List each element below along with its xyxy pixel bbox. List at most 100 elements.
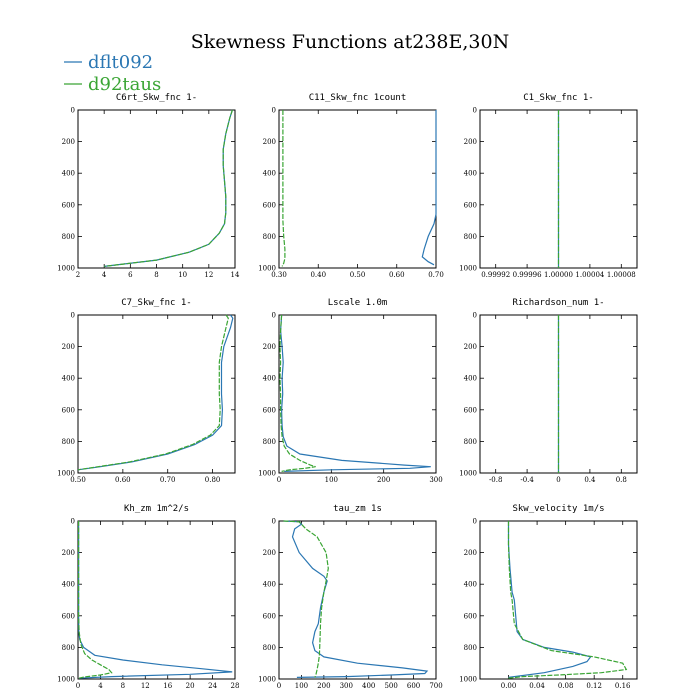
x-tick-label: 4 xyxy=(98,682,103,690)
x-tick-label: 0.04 xyxy=(529,682,545,690)
plot-frame xyxy=(77,314,236,474)
y-tick-label: 400 xyxy=(263,375,276,383)
x-tick-label: 12 xyxy=(141,682,150,690)
figure-title: Skewness Functions at238E,30N xyxy=(191,31,509,53)
x-tick-label: 200 xyxy=(377,476,390,484)
x-tick-label: 0.8 xyxy=(616,476,627,484)
y-tick-label: 600 xyxy=(464,612,477,620)
y-tick-label: 0 xyxy=(272,107,276,115)
panel-title: Skw_velocity 1m/s xyxy=(512,504,604,514)
x-tick-label: 8 xyxy=(121,682,125,690)
panel-title: C1_Skw_fnc 1- xyxy=(523,93,593,103)
y-tick-label: 600 xyxy=(263,201,276,209)
y-tick-label: 1000 xyxy=(459,265,477,273)
x-tick-label: 0.60 xyxy=(115,476,131,484)
series-line-d92taus xyxy=(281,110,286,267)
y-tick-label: 600 xyxy=(62,406,75,414)
y-tick-label: 1000 xyxy=(459,676,477,684)
x-tick-label: 300 xyxy=(429,476,442,484)
y-tick-label: 200 xyxy=(263,549,276,557)
series-line-d92taus xyxy=(77,521,113,679)
y-tick-label: 600 xyxy=(464,406,477,414)
x-tick-label: -0.8 xyxy=(489,476,503,484)
legend: dflt092 d92taus xyxy=(64,52,161,95)
plot-frame xyxy=(479,520,638,680)
x-tick-label: 12 xyxy=(204,271,213,279)
y-tick-label: 0 xyxy=(71,518,75,526)
y-tick-label: 0 xyxy=(71,312,75,320)
y-tick-label: 1000 xyxy=(258,676,276,684)
x-tick-label: 8 xyxy=(154,271,158,279)
y-tick-label: 1000 xyxy=(57,676,75,684)
y-tick-label: 200 xyxy=(263,138,276,146)
y-tick-label: 0 xyxy=(473,518,477,526)
x-tick-label: 14 xyxy=(231,271,240,279)
y-tick-label: 0 xyxy=(272,518,276,526)
x-tick-label: 700 xyxy=(429,682,442,690)
panel-3: C1_Skw_fnc 1- 0 200 400 600 800 1000 0.99992 0.9… xyxy=(459,93,638,279)
y-tick-label: 0 xyxy=(473,107,477,115)
x-tick-label: 100 xyxy=(325,476,338,484)
x-tick-label: 0.40 xyxy=(310,271,326,279)
y-tick-label: 400 xyxy=(464,581,477,589)
y-tick-label: 600 xyxy=(263,612,276,620)
x-tick-label: 0.4 xyxy=(584,476,596,484)
x-tick-label: 0.00 xyxy=(501,682,517,690)
y-tick-label: 400 xyxy=(464,170,477,178)
plot-frame xyxy=(77,109,236,269)
x-tick-label: 0.60 xyxy=(389,271,405,279)
x-tick-label: 1.00008 xyxy=(607,271,636,279)
y-tick-label: 800 xyxy=(464,233,477,241)
x-tick-label: 6 xyxy=(128,271,133,279)
plot-frame xyxy=(278,314,437,474)
plot-frame xyxy=(278,109,437,269)
x-tick-label: 0 xyxy=(277,476,281,484)
x-tick-label: 400 xyxy=(362,682,375,690)
series-line-d92taus xyxy=(507,521,628,679)
y-tick-label: 800 xyxy=(62,438,75,446)
x-tick-label: 500 xyxy=(384,682,397,690)
y-tick-label: 600 xyxy=(464,201,477,209)
y-tick-label: 400 xyxy=(62,170,75,178)
y-tick-label: 800 xyxy=(62,644,75,652)
x-tick-label: 0.16 xyxy=(615,682,631,690)
panel-title: Lscale 1.0m xyxy=(328,298,388,308)
x-tick-label: 0.99996 xyxy=(513,271,542,279)
y-tick-label: 1000 xyxy=(258,265,276,273)
x-tick-label: 2 xyxy=(76,271,80,279)
series-line-dflt092 xyxy=(104,109,233,267)
y-tick-label: 800 xyxy=(464,644,477,652)
y-tick-label: 0 xyxy=(71,107,75,115)
x-tick-label: 0.50 xyxy=(70,476,86,484)
panel-title: C6rt_Skw_fnc 1- xyxy=(116,93,197,103)
panel-6: Richardson_num 1- 0 200 400 600 800 1000 -0.8 -0… xyxy=(459,298,638,484)
x-tick-label: 10 xyxy=(178,271,187,279)
series-line-d92taus xyxy=(77,314,229,471)
y-tick-label: 800 xyxy=(263,438,276,446)
plot-frame xyxy=(77,520,236,680)
x-tick-label: 0.99992 xyxy=(481,271,510,279)
series-line-dflt092 xyxy=(77,521,233,679)
panel-title: C7_Skw_fnc 1- xyxy=(121,298,191,308)
x-tick-label: 24 xyxy=(208,682,217,690)
series-line-dflt092 xyxy=(77,314,234,471)
x-tick-label: 0.08 xyxy=(558,682,574,690)
x-tick-label: 1.00000 xyxy=(544,271,573,279)
y-tick-label: 800 xyxy=(263,233,276,241)
series-line-d92taus xyxy=(283,520,329,678)
series-line-dflt092 xyxy=(507,521,592,678)
legend-label-d92taus: d92taus xyxy=(88,74,161,95)
x-tick-label: 100 xyxy=(295,682,308,690)
panel-title: C11_Skw_fnc 1count xyxy=(309,93,407,103)
y-tick-label: 200 xyxy=(62,549,75,557)
plot-frame xyxy=(278,520,437,680)
series-line-dflt092 xyxy=(283,520,429,678)
